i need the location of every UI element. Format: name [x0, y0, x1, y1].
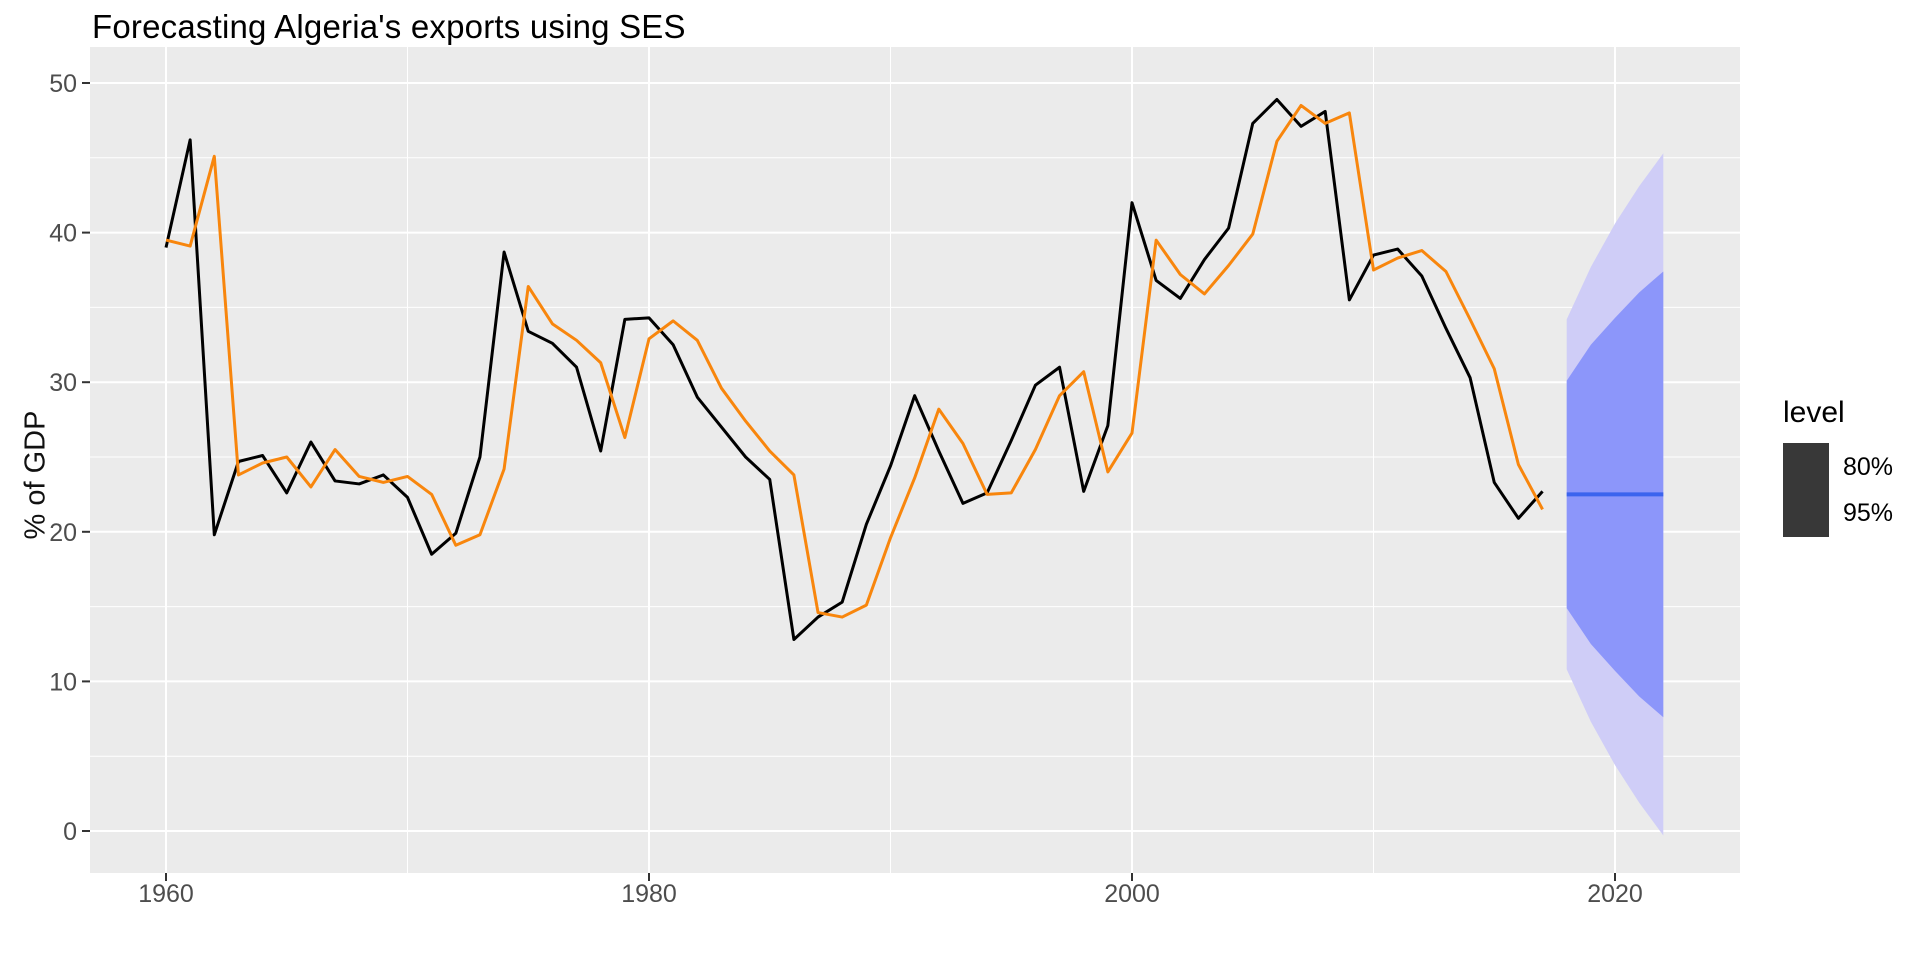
y-tick-label: 0	[63, 818, 77, 846]
y-tick-label: 10	[49, 668, 77, 696]
plot-title: Forecasting Algeria's exports using SES	[92, 8, 686, 45]
x-tick-label: 2020	[1587, 880, 1643, 908]
y-axis-title: % of GDP	[19, 410, 52, 540]
x-tick-label: 2000	[1104, 880, 1160, 908]
x-tick-label: 1960	[138, 880, 194, 908]
y-tick-label: 40	[49, 220, 77, 248]
exports-line	[164, 97, 1544, 642]
y-tick-label: 50	[49, 70, 77, 98]
x-tick-label: 1980	[621, 880, 677, 908]
fitted-line	[165, 103, 1544, 619]
y-tick-label: 20	[49, 519, 77, 547]
plot-panel	[90, 47, 1740, 873]
y-tick-label: 30	[49, 369, 77, 397]
